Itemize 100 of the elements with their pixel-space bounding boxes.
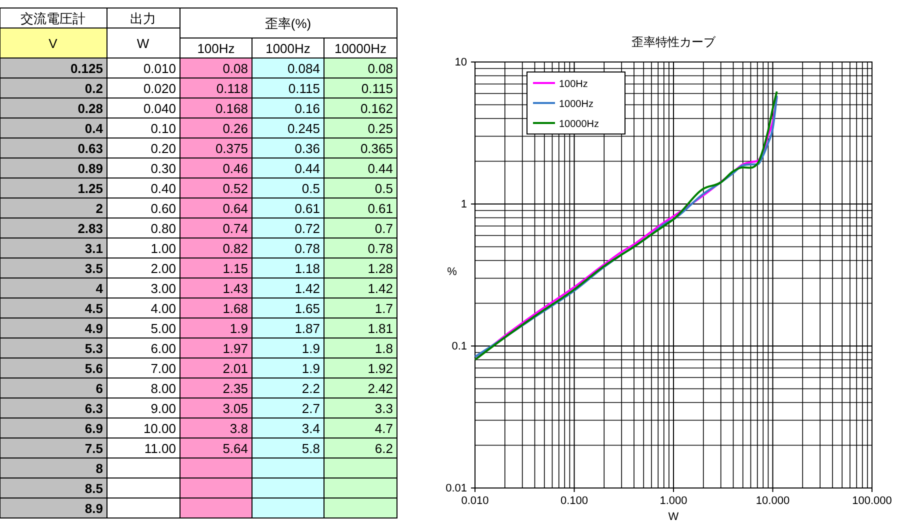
text: 0.28 bbox=[78, 101, 103, 116]
text: W bbox=[136, 36, 150, 51]
x-tick-label: 100.000 bbox=[852, 494, 892, 507]
text: 0.60 bbox=[150, 201, 176, 216]
text: 0.10 bbox=[150, 121, 176, 136]
text: 0.08 bbox=[368, 61, 393, 76]
text: 0.78 bbox=[368, 241, 393, 256]
text: 1.97 bbox=[222, 341, 248, 356]
text: 0.010 bbox=[143, 61, 176, 76]
text: 歪率(%) bbox=[264, 16, 312, 31]
text: 1.68 bbox=[222, 301, 248, 316]
text: 6.9 bbox=[84, 421, 103, 436]
legend-label: 10000Hz bbox=[559, 119, 600, 130]
text: 0.26 bbox=[222, 121, 248, 136]
text: 1.9 bbox=[230, 321, 248, 336]
text: 1.81 bbox=[368, 321, 393, 336]
text: 2.83 bbox=[78, 221, 103, 236]
text: 1.9 bbox=[302, 341, 320, 356]
text: 2.2 bbox=[302, 381, 320, 396]
text: 0.44 bbox=[294, 161, 320, 176]
text: 0.61 bbox=[368, 201, 393, 216]
text: 0.89 bbox=[78, 161, 103, 176]
x-tick-label: 0.100 bbox=[560, 494, 588, 507]
text: 4.7 bbox=[374, 421, 393, 436]
text: 8.00 bbox=[150, 381, 176, 396]
text: 0.4 bbox=[84, 121, 104, 136]
text: 0.7 bbox=[374, 221, 393, 236]
text: 5.00 bbox=[150, 321, 176, 336]
text: 10000Hz bbox=[334, 41, 387, 56]
text: 8.5 bbox=[84, 481, 103, 496]
text: 1000Hz bbox=[266, 41, 310, 56]
text: 1.18 bbox=[294, 261, 320, 276]
text: 0.2 bbox=[84, 81, 103, 96]
text: 0.80 bbox=[150, 221, 176, 236]
text: 0.44 bbox=[368, 161, 393, 176]
y-axis-title: % bbox=[447, 266, 458, 278]
text: 出力 bbox=[130, 11, 156, 26]
text: 0.084 bbox=[287, 61, 320, 76]
chart-title: 歪率特性カーブ bbox=[632, 35, 716, 49]
text: 2.42 bbox=[368, 381, 393, 396]
y-tick-label: 0.1 bbox=[452, 340, 467, 353]
text: 2 bbox=[96, 201, 103, 216]
text: 2.01 bbox=[222, 361, 248, 376]
text: 11.00 bbox=[144, 441, 176, 456]
text: 10.00 bbox=[143, 421, 176, 436]
text: 2.00 bbox=[150, 261, 176, 276]
text: 0.08 bbox=[222, 61, 248, 76]
text: 0.168 bbox=[215, 101, 248, 116]
x-tick-label: 10.000 bbox=[756, 494, 790, 507]
text: 9.00 bbox=[150, 401, 176, 416]
text: 0.245 bbox=[287, 121, 320, 136]
y-tick-label: 10 bbox=[454, 56, 467, 69]
text: 0.162 bbox=[360, 101, 393, 116]
text: 0.115 bbox=[288, 81, 320, 96]
text: 3.1 bbox=[84, 241, 103, 256]
text: 0.25 bbox=[368, 121, 393, 136]
text: 7.00 bbox=[150, 361, 176, 376]
text: 1.42 bbox=[294, 281, 320, 296]
x-tick-label: 0.010 bbox=[461, 494, 489, 507]
text: 2.35 bbox=[222, 381, 248, 396]
text: 4.5 bbox=[84, 301, 103, 316]
text: 1.28 bbox=[368, 261, 393, 276]
text: 1.25 bbox=[78, 181, 103, 196]
text: 5.64 bbox=[222, 441, 248, 456]
text: 0.61 bbox=[294, 201, 320, 216]
text: 0.118 bbox=[216, 81, 248, 96]
text: 0.115 bbox=[361, 81, 393, 96]
text: 3.8 bbox=[230, 421, 248, 436]
text: 4.9 bbox=[84, 321, 103, 336]
text: 5.3 bbox=[84, 341, 103, 356]
text: 3.5 bbox=[84, 261, 103, 276]
text: 6.00 bbox=[150, 341, 176, 356]
text: 0.040 bbox=[143, 101, 176, 116]
text: 0.78 bbox=[294, 241, 320, 256]
text: 交流電圧計 bbox=[20, 11, 86, 26]
text: 0.52 bbox=[222, 181, 248, 196]
x-tick-label: 1.000 bbox=[660, 494, 688, 507]
y-tick-label: 1 bbox=[460, 198, 467, 211]
text: 1.00 bbox=[150, 241, 176, 256]
text: 1.9 bbox=[302, 361, 320, 376]
text: 6 bbox=[96, 381, 103, 396]
text: 0.16 bbox=[294, 101, 320, 116]
text: 0.72 bbox=[294, 221, 320, 236]
legend-label: 1000Hz bbox=[559, 99, 594, 110]
text: 4 bbox=[96, 281, 104, 296]
text: 3.4 bbox=[302, 421, 320, 436]
text: 0.64 bbox=[222, 201, 248, 216]
text: 1.92 bbox=[368, 361, 393, 376]
text: 3.00 bbox=[150, 281, 176, 296]
text: 5.6 bbox=[84, 361, 103, 376]
x-axis-title: W bbox=[668, 511, 680, 523]
legend-label: 100Hz bbox=[559, 79, 588, 90]
text: 5.8 bbox=[302, 441, 320, 456]
text: 6.2 bbox=[374, 441, 393, 456]
text: 7.5 bbox=[84, 441, 103, 456]
text: 2.7 bbox=[302, 401, 320, 416]
text: 8 bbox=[96, 461, 103, 476]
text: 0.365 bbox=[360, 141, 393, 156]
text: 1.87 bbox=[294, 321, 320, 336]
text: V bbox=[48, 36, 58, 51]
